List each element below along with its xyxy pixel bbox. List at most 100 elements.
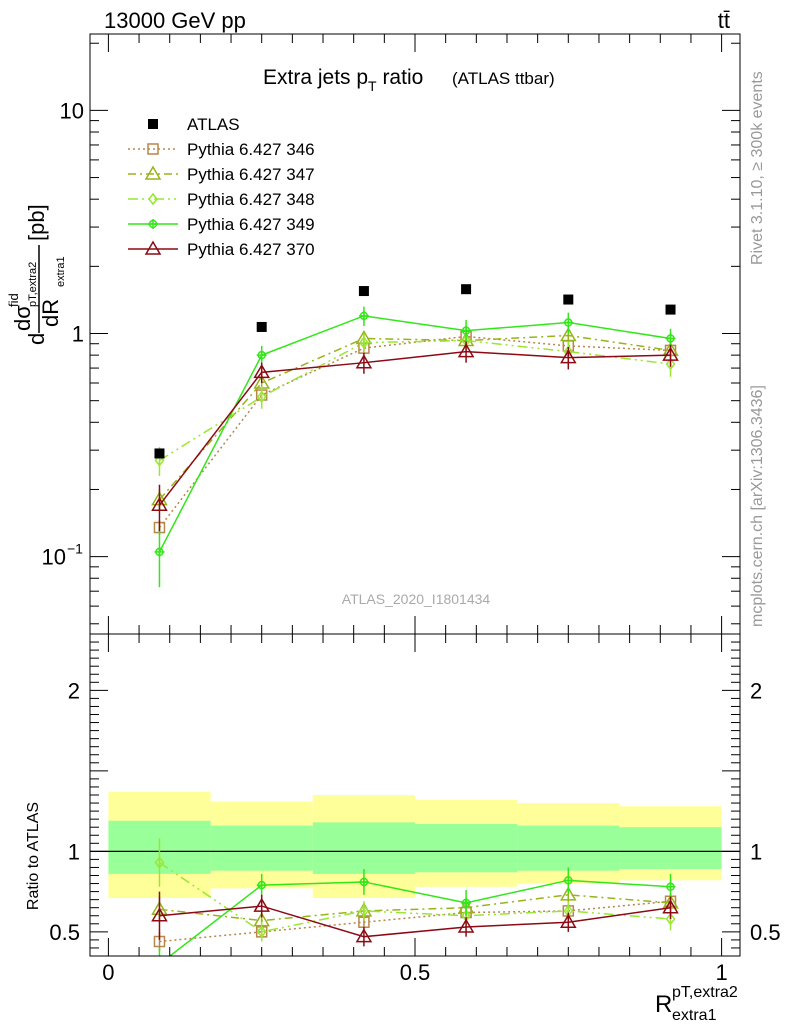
- legend-marker-p348-shape: [148, 192, 158, 206]
- main-ylabel-unit: [pb]: [24, 204, 49, 241]
- main-point-p349: [358, 310, 369, 321]
- main-point-atlas: [665, 304, 676, 315]
- main-point-p370: [662, 346, 679, 361]
- main-point-p370-shape: [662, 346, 679, 361]
- main-ytick-label-10: 10: [60, 98, 84, 123]
- main-point-atlas: [154, 448, 165, 459]
- main-point-p349: [154, 546, 165, 557]
- ratio-series-line-p346: [159, 900, 671, 943]
- ratio-ylabel: Ratio to ATLAS: [25, 802, 42, 910]
- main-point-p370-shape: [355, 354, 373, 369]
- ratio-xtick-label: 1: [715, 960, 727, 985]
- ratio-series-line-p370: [159, 905, 671, 938]
- main-series-line-p346: [158, 335, 671, 529]
- ratio-series-line-p348: [159, 861, 671, 933]
- main-point-p370: [457, 343, 475, 358]
- ratio-ytick-label-right: 0.5: [750, 920, 781, 945]
- analysis-id: ATLAS_2020_I1801434: [342, 591, 491, 607]
- svg-text:dσ: dσ: [10, 305, 35, 331]
- main-title: Extra jets pT ratio: [263, 66, 423, 94]
- energy-label: 13000 GeV pp: [104, 8, 246, 33]
- ratio-point-p370-shape: [457, 918, 475, 933]
- main-point-p348: [256, 390, 267, 404]
- legend-label: ATLAS: [187, 115, 240, 134]
- ratio-xlabel: R pT,extra2 extra1: [655, 984, 738, 1024]
- main-point-p349: [461, 325, 472, 336]
- main-point-p370: [355, 354, 373, 369]
- process-label: tt̄: [718, 8, 730, 33]
- main-point-p347: [559, 326, 577, 342]
- ratio-band-inner: [210, 825, 313, 871]
- main-point-p348-shape: [665, 357, 676, 371]
- main-point-p370-shape: [457, 343, 475, 358]
- ratio-xlabel-main: R: [655, 991, 672, 1018]
- legend-marker-p346: [147, 143, 159, 155]
- ratio-band-inner: [415, 823, 518, 873]
- ratio-xtick-label: 0.5: [400, 960, 431, 985]
- main-point-p348: [358, 336, 369, 349]
- main-title-suffix: ratio: [377, 66, 424, 89]
- ratio-ytick-label-left: 1: [68, 839, 80, 864]
- ratio-band-inner: [619, 827, 722, 870]
- main-title-subscript: T: [368, 78, 377, 94]
- main-point-p370-shape: [151, 496, 168, 511]
- rivet-label: Rivet 3.1.10, ≥ 300k events: [749, 71, 766, 265]
- ratio-point-p370: [457, 918, 475, 933]
- ratio-band-inner: [517, 825, 620, 871]
- ratio-point-p370: [253, 897, 271, 912]
- main-point-p349: [256, 350, 267, 361]
- legend-marker-atlas: [148, 119, 158, 129]
- ratio-point-p347: [559, 886, 577, 901]
- main-point-p349: [665, 333, 676, 344]
- ratio-xtick-label: 0: [102, 960, 114, 985]
- main-ylabel: d dσ fid pT,extra2 dR extra1 [pb]: [6, 204, 67, 345]
- main-point-atlas-shape: [256, 321, 267, 332]
- ratio-point-p348-shape: [154, 856, 165, 869]
- legend-marker-p370-shape: [144, 240, 162, 255]
- main-point-p370: [253, 363, 271, 379]
- ratio-point-p348-shape: [256, 925, 267, 939]
- ratio-xlabel-sup: pT,extra2: [672, 984, 738, 1001]
- ratio-ytick-label-right: 1: [750, 839, 762, 864]
- main-point-atlas-shape: [563, 294, 574, 305]
- legend-item: Pythia 6.427 347: [128, 165, 315, 184]
- svg-text:dR: dR: [38, 299, 63, 327]
- main-series-line-p347: [158, 334, 671, 501]
- ratio-point-p348: [358, 904, 369, 918]
- main-title-text: Extra jets p: [263, 66, 368, 89]
- ratio-point-p348: [154, 856, 165, 869]
- ratio-point-p347-shape: [559, 886, 577, 901]
- legend-item: Pythia 6.427 346: [128, 140, 315, 159]
- legend-marker-p346-shape: [147, 143, 159, 155]
- main-point-p348: [665, 357, 676, 371]
- main-point-atlas-shape: [461, 284, 472, 295]
- main-point-p348-shape: [154, 454, 165, 467]
- ratio-ytick-label-left: 0.5: [49, 920, 80, 945]
- ratio-xlabel-sub: extra1: [672, 1007, 717, 1024]
- ratio-point-p370-shape: [151, 907, 168, 922]
- main-point-p349: [563, 317, 574, 328]
- ratio-point-p348: [256, 925, 267, 939]
- ratio-point-p349-shape: [156, 961, 163, 968]
- main-point-p370: [559, 349, 577, 364]
- legend-item: ATLAS: [148, 115, 240, 134]
- legend-marker-p348: [148, 192, 158, 206]
- main-point-p348: [154, 454, 165, 467]
- ratio-point-p349: [358, 876, 369, 887]
- legend-marker-p347: [144, 165, 162, 180]
- ratio-point-p349: [563, 875, 574, 886]
- ratio-point-p348-shape: [665, 912, 676, 926]
- main-series-line-p348: [159, 339, 671, 462]
- ratio-point-p348-shape: [358, 904, 369, 918]
- main-point-p370-shape: [253, 363, 271, 379]
- svg-text:extra1: extra1: [55, 256, 67, 287]
- legend-item: Pythia 6.427 370: [128, 240, 315, 259]
- main-series-line-p349: [158, 315, 671, 553]
- main-ytick-label-0.1-exp: −1: [67, 541, 83, 557]
- main-point-atlas: [461, 284, 472, 295]
- ratio-point-p349: [665, 881, 676, 892]
- legend-marker-p347-shape: [144, 165, 162, 180]
- legend-marker-p349: [148, 219, 158, 229]
- main-ytick-label-1: 1: [72, 322, 84, 347]
